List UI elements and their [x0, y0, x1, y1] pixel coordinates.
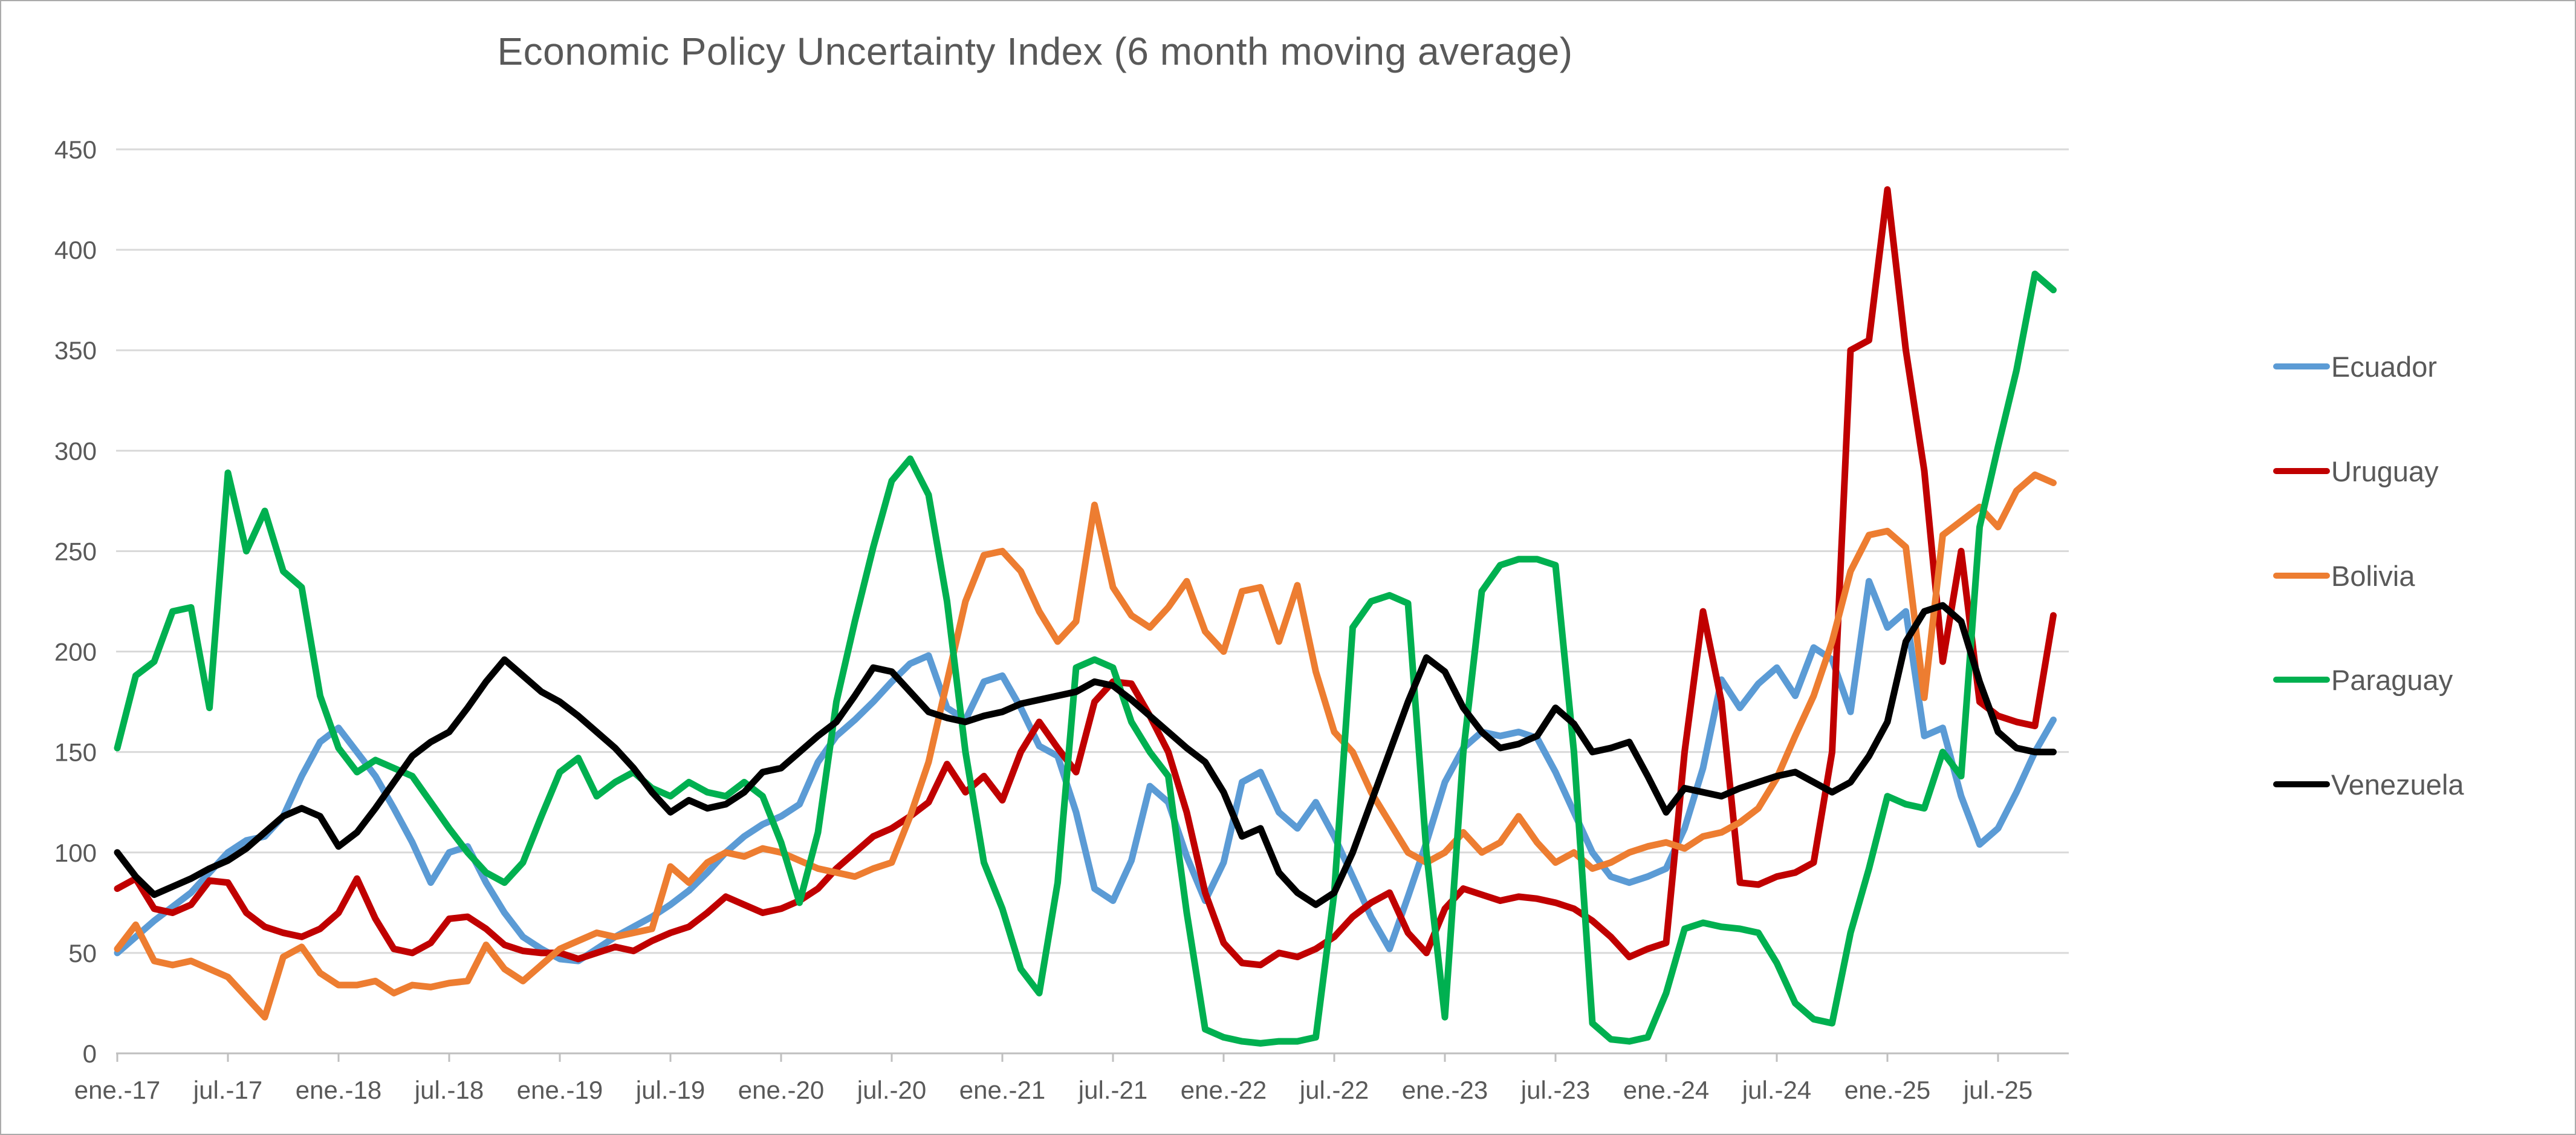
legend-swatch-venezuela [2273, 781, 2330, 787]
legend-label: Venezuela [2331, 768, 2464, 801]
legend-swatch-bolivia [2273, 573, 2330, 579]
y-tick-label: 200 [54, 638, 97, 666]
y-tick-label: 150 [54, 738, 97, 767]
legend-label: Paraguay [2331, 663, 2453, 696]
y-tick-label: 50 [68, 939, 97, 968]
series-line-paraguay [114, 270, 2057, 1047]
legend-item-bolivia: Bolivia [2273, 558, 2415, 594]
x-tick-label: jul.-25 [1962, 1076, 2033, 1104]
legend-item-venezuela: Venezuela [2273, 766, 2464, 802]
x-tick-label: jul.-21 [1077, 1076, 1147, 1104]
legend-label: Ecuador [2331, 350, 2438, 383]
series-lines [114, 186, 2057, 1047]
series-line-bolivia [114, 471, 2057, 1021]
legend-item-uruguay: Uruguay [2273, 453, 2439, 489]
y-tick-label: 400 [54, 236, 97, 264]
y-axis-labels: 0 50 100 150 200 250 300 350 400 450 [54, 135, 97, 1068]
series-line-ecuador [114, 577, 2057, 964]
legend-item-ecuador: Ecuador [2273, 348, 2437, 385]
y-tick-label: 300 [54, 437, 97, 465]
legend-swatch-ecuador [2273, 363, 2330, 369]
y-tick-label: 0 [83, 1039, 97, 1068]
x-tick-label: ene.-18 [296, 1076, 381, 1104]
legend: Ecuador Uruguay Bolivia Paraguay Venezuela [2273, 1, 2575, 1134]
x-tick-label: ene.-17 [74, 1076, 160, 1104]
x-tick-label: ene.-23 [1402, 1076, 1488, 1104]
x-tick-label: jul.-24 [1741, 1076, 1811, 1104]
series-line-venezuela [114, 602, 2057, 908]
x-tick-label: jul.-20 [856, 1076, 926, 1104]
chart-title: Economic Policy Uncertainty Index (6 mon… [497, 30, 1573, 73]
x-axis-labels: ene.-17 jul.-17 ene.-18 jul.-18 ene.-19 jul.-… [74, 1076, 2033, 1104]
x-tick-label: jul.-19 [635, 1076, 705, 1104]
y-tick-label: 250 [54, 537, 97, 565]
gridlines [116, 148, 2069, 1055]
y-tick-label: 100 [54, 839, 97, 867]
y-tick-label: 450 [54, 135, 97, 164]
legend-swatch-uruguay [2273, 468, 2330, 474]
y-tick-label: 350 [54, 336, 97, 365]
x-tick-label: jul.-22 [1299, 1076, 1369, 1104]
legend-item-paraguay: Paraguay [2273, 662, 2453, 698]
x-tick-label: ene.-22 [1181, 1076, 1267, 1104]
x-tick-label: jul.-17 [192, 1076, 262, 1104]
x-tick-label: ene.-19 [517, 1076, 603, 1104]
x-tick-label: ene.-21 [959, 1076, 1045, 1104]
x-tick-label: jul.-23 [1520, 1076, 1590, 1104]
x-tick-label: ene.-24 [1623, 1076, 1709, 1104]
legend-label: Bolivia [2331, 559, 2415, 592]
x-tick-label: ene.-25 [1844, 1076, 1930, 1104]
x-axis [116, 1052, 2069, 1062]
legend-label: Uruguay [2331, 455, 2439, 487]
legend-swatch-paraguay [2273, 677, 2330, 683]
x-tick-label: jul.-18 [414, 1076, 484, 1104]
x-tick-label: ene.-20 [738, 1076, 824, 1104]
